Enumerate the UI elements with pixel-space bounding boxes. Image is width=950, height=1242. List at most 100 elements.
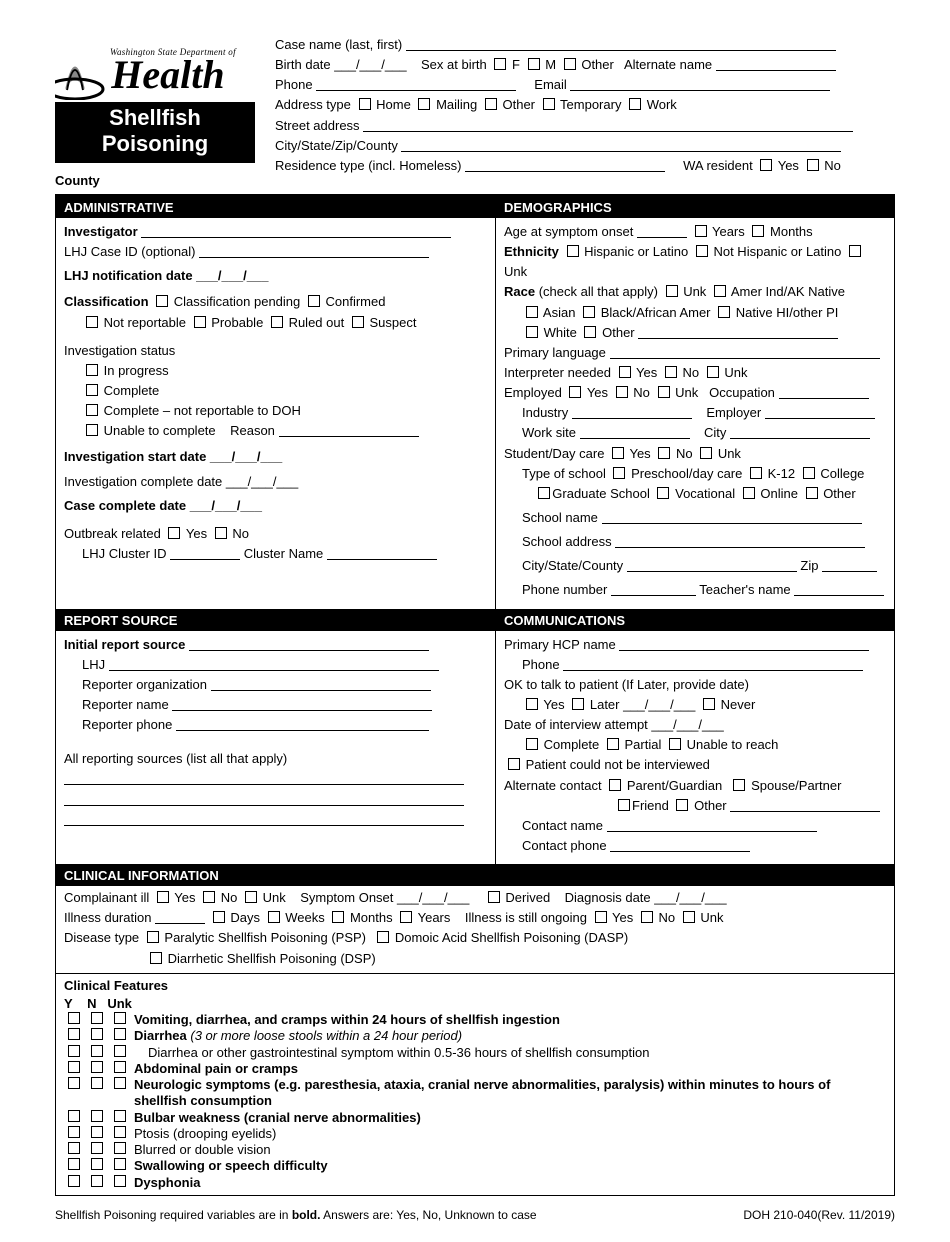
interp-no-checkbox[interactable]	[665, 366, 677, 378]
ok-later-checkbox[interactable]	[572, 698, 584, 710]
f5-u[interactable]	[114, 1077, 126, 1089]
k12-checkbox[interactable]	[750, 467, 762, 479]
f1-n[interactable]	[91, 1012, 103, 1024]
employer-input[interactable]	[765, 405, 875, 419]
case-name-input[interactable]	[406, 37, 836, 51]
hcpphone-input[interactable]	[563, 657, 863, 671]
industry-input[interactable]	[572, 405, 692, 419]
emp-unk-checkbox[interactable]	[658, 386, 670, 398]
ok-yes-checkbox[interactable]	[526, 698, 538, 710]
outbreak-yes-checkbox[interactable]	[168, 527, 180, 539]
rep-lhj-input[interactable]	[109, 657, 439, 671]
schphone-input[interactable]	[611, 582, 696, 596]
all2-input[interactable]	[64, 792, 464, 806]
inv-complete-label[interactable]: Investigation complete date ___/___/___	[64, 474, 298, 489]
weeks-checkbox[interactable]	[268, 911, 280, 923]
white-checkbox[interactable]	[526, 326, 538, 338]
f2-u[interactable]	[114, 1028, 126, 1040]
f6-u[interactable]	[114, 1110, 126, 1122]
f7-u[interactable]	[114, 1126, 126, 1138]
f6-y[interactable]	[68, 1110, 80, 1122]
email-input[interactable]	[570, 77, 830, 91]
hcp-input[interactable]	[619, 637, 869, 651]
schoolname-input[interactable]	[602, 510, 862, 524]
contactphone-input[interactable]	[610, 838, 750, 852]
f7-n[interactable]	[91, 1126, 103, 1138]
primlang-input[interactable]	[610, 345, 880, 359]
contactname-input[interactable]	[607, 818, 817, 832]
f1-y[interactable]	[68, 1012, 80, 1024]
f3-u[interactable]	[114, 1045, 126, 1057]
int-unable-checkbox[interactable]	[669, 738, 681, 750]
amind-checkbox[interactable]	[714, 285, 726, 297]
f9-n[interactable]	[91, 1158, 103, 1170]
lhj-case-input[interactable]	[199, 244, 429, 258]
complete-checkbox[interactable]	[86, 384, 98, 396]
age-input[interactable]	[637, 224, 687, 238]
zip-input[interactable]	[822, 558, 877, 572]
college-checkbox[interactable]	[803, 467, 815, 479]
f3-n[interactable]	[91, 1045, 103, 1057]
years-checkbox[interactable]	[695, 225, 707, 237]
sex-f-checkbox[interactable]	[494, 58, 506, 70]
years2-checkbox[interactable]	[400, 911, 412, 923]
patno-checkbox[interactable]	[508, 758, 520, 770]
rep-phone-input[interactable]	[176, 717, 429, 731]
suspect-checkbox[interactable]	[352, 316, 364, 328]
race-unk-checkbox[interactable]	[666, 285, 678, 297]
phone-input[interactable]	[316, 77, 516, 91]
int-complete-checkbox[interactable]	[526, 738, 538, 750]
emp-no-checkbox[interactable]	[616, 386, 628, 398]
f4-y[interactable]	[68, 1061, 80, 1073]
inv-start-label[interactable]: Investigation start date ___/___/___	[64, 449, 282, 464]
f10-n[interactable]	[91, 1175, 103, 1187]
worksite-input[interactable]	[580, 425, 690, 439]
sex-o-checkbox[interactable]	[564, 58, 576, 70]
dasp-checkbox[interactable]	[377, 931, 389, 943]
schooladdr-input[interactable]	[615, 534, 865, 548]
unable-checkbox[interactable]	[86, 424, 98, 436]
stu-no-checkbox[interactable]	[658, 447, 670, 459]
f1-u[interactable]	[114, 1012, 126, 1024]
res-type-input[interactable]	[465, 158, 665, 172]
birth-date[interactable]: Birth date ___/___/___	[275, 57, 407, 72]
parent-checkbox[interactable]	[609, 779, 621, 791]
addr-mailing-checkbox[interactable]	[418, 98, 430, 110]
f3-y[interactable]	[68, 1045, 80, 1057]
dsp-checkbox[interactable]	[150, 952, 162, 964]
derived-checkbox[interactable]	[488, 891, 500, 903]
teacher-input[interactable]	[794, 582, 884, 596]
f5-y[interactable]	[68, 1077, 80, 1089]
ruledout-checkbox[interactable]	[271, 316, 283, 328]
inprog-checkbox[interactable]	[86, 364, 98, 376]
cszc-input[interactable]	[401, 138, 841, 152]
other-race-checkbox[interactable]	[584, 326, 596, 338]
initial-input[interactable]	[189, 637, 429, 651]
friend-checkbox[interactable]	[618, 799, 630, 811]
black-checkbox[interactable]	[583, 306, 595, 318]
rep-org-input[interactable]	[211, 677, 431, 691]
f4-n[interactable]	[91, 1061, 103, 1073]
hisp-checkbox[interactable]	[567, 245, 579, 257]
asian-checkbox[interactable]	[526, 306, 538, 318]
reason-input[interactable]	[279, 423, 419, 437]
addr-temp-checkbox[interactable]	[543, 98, 555, 110]
other-race-input[interactable]	[638, 325, 838, 339]
wa-yes-checkbox[interactable]	[760, 159, 772, 171]
months-checkbox[interactable]	[752, 225, 764, 237]
f2-n[interactable]	[91, 1028, 103, 1040]
f7-y[interactable]	[68, 1126, 80, 1138]
stu-yes-checkbox[interactable]	[612, 447, 624, 459]
addr-other-checkbox[interactable]	[485, 98, 497, 110]
alt-other-input[interactable]	[730, 798, 880, 812]
f9-u[interactable]	[114, 1158, 126, 1170]
stu-unk-checkbox[interactable]	[700, 447, 712, 459]
nhpi-checkbox[interactable]	[718, 306, 730, 318]
alt-other-checkbox[interactable]	[676, 799, 688, 811]
ong-unk-checkbox[interactable]	[683, 911, 695, 923]
street-input[interactable]	[363, 118, 853, 132]
cluster-name-input[interactable]	[327, 546, 437, 560]
onset-label[interactable]: Symptom Onset ___/___/___	[300, 890, 469, 905]
f8-u[interactable]	[114, 1142, 126, 1154]
voc-checkbox[interactable]	[657, 487, 669, 499]
